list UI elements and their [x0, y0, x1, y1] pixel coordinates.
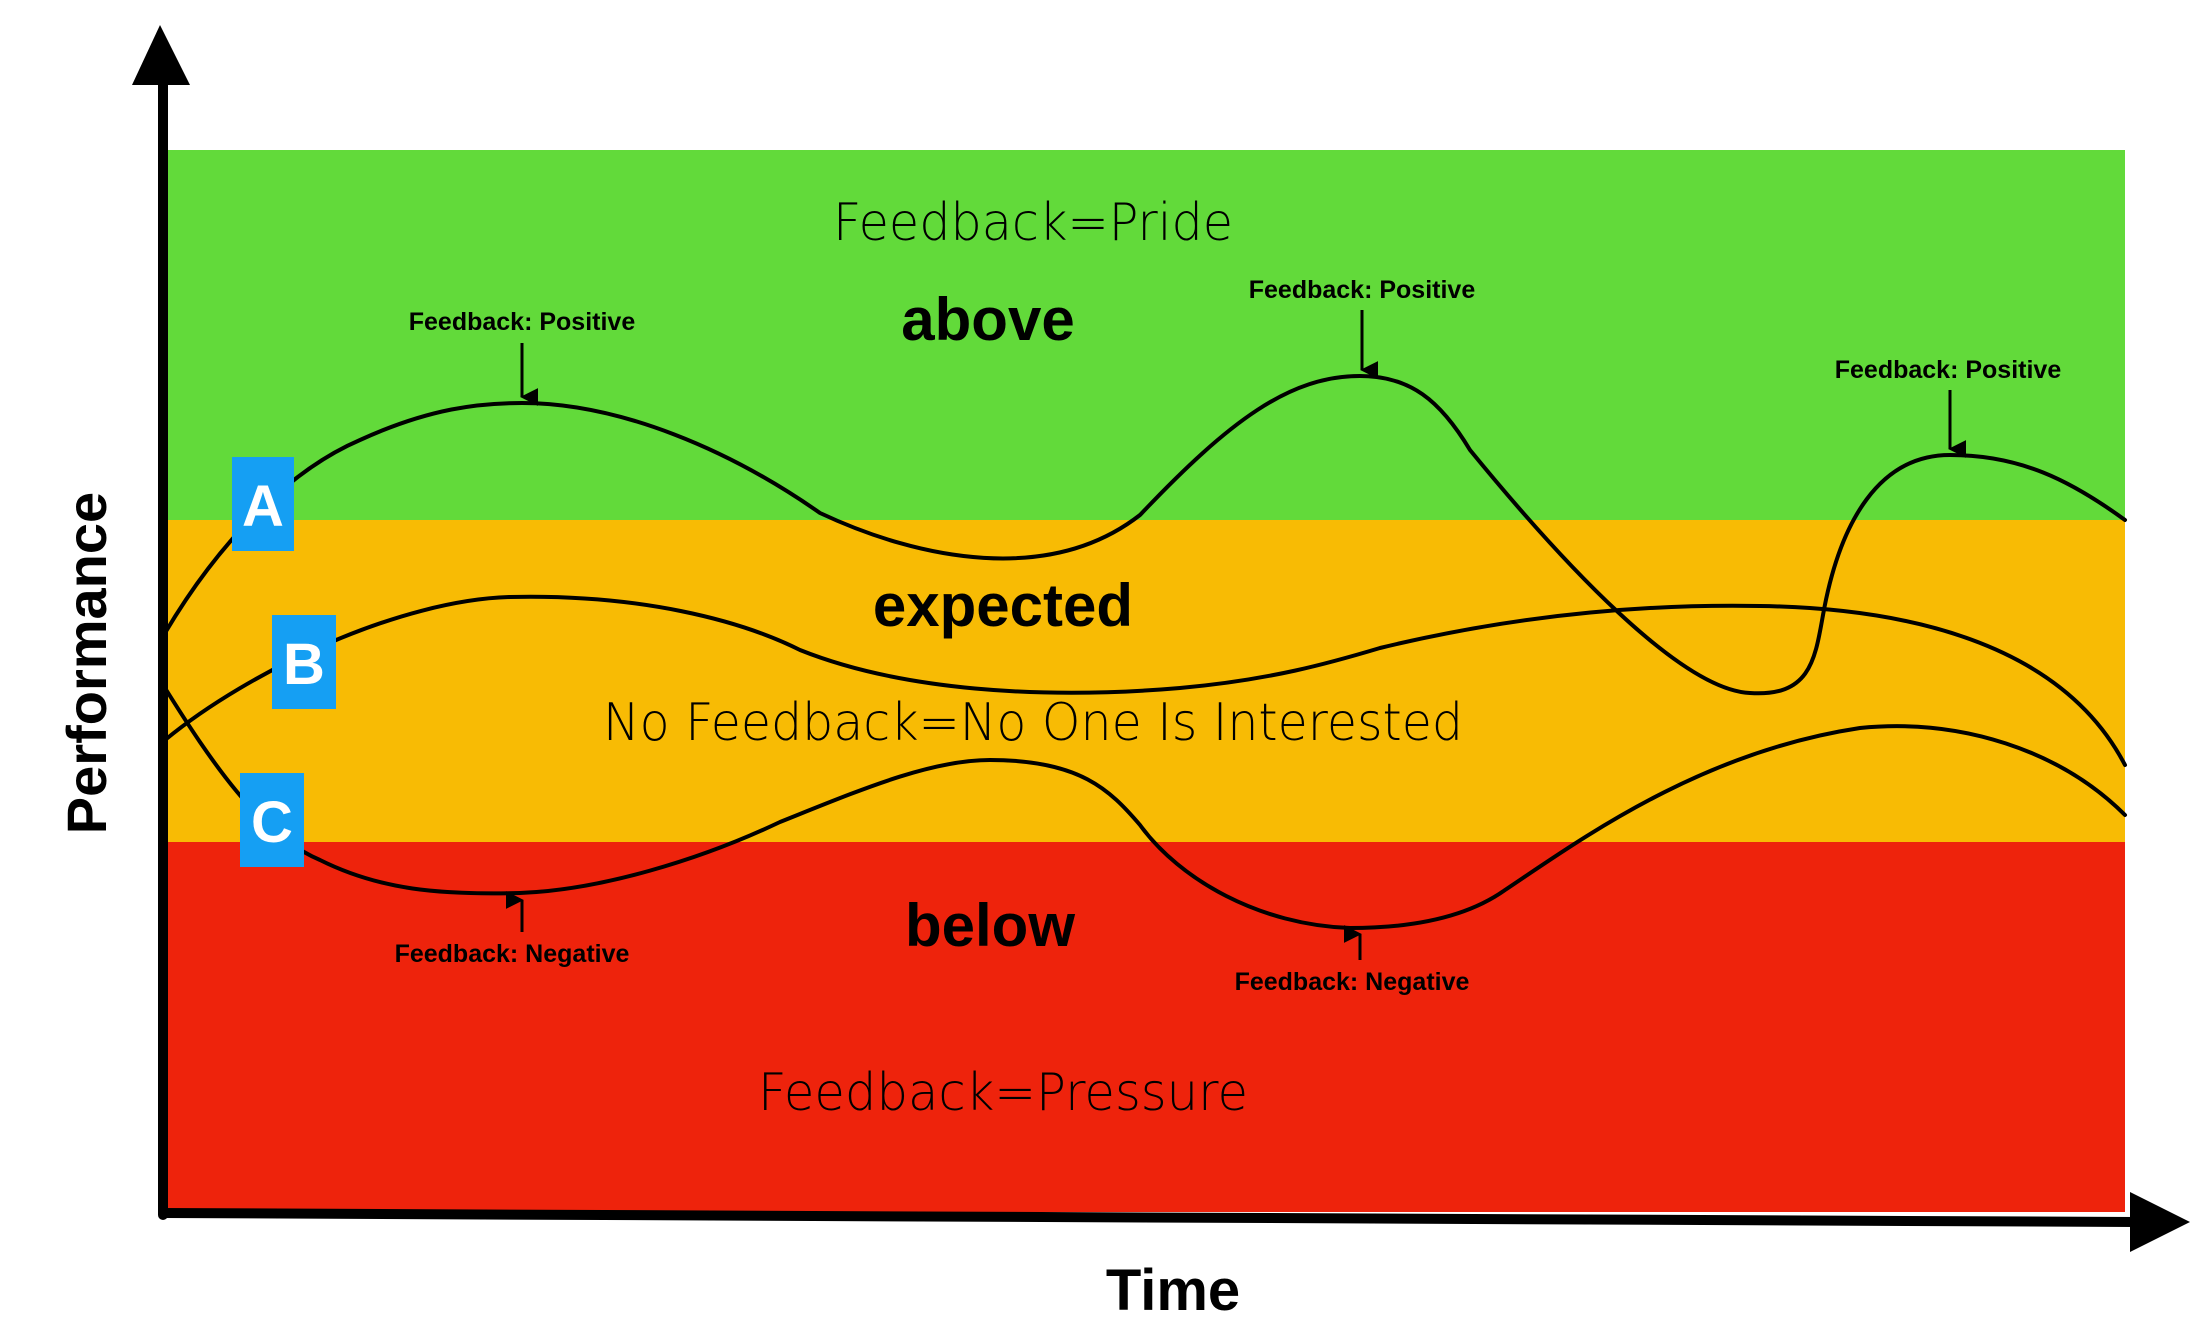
- curve-c-badge: C: [240, 773, 304, 867]
- y-axis-arrowhead: [132, 25, 190, 85]
- x-axis-line: [158, 1208, 2140, 1227]
- zone-expected-band: [165, 520, 2125, 842]
- curve-a-badge: A: [232, 457, 294, 551]
- x-axis-label: Time: [1106, 1258, 1240, 1323]
- zone-below-band: [165, 842, 2125, 1212]
- zone-above-caption: Feedback=Pride: [833, 193, 1233, 253]
- x-axis-arrowhead: [2130, 1192, 2190, 1252]
- zone-expected-title: expected: [873, 572, 1133, 639]
- zone-expected-caption: No Feedback=No One Is Interested: [603, 693, 1463, 753]
- zone-below-caption: Feedback=Pressure: [758, 1063, 1248, 1123]
- zone-above-title: above: [901, 286, 1074, 353]
- curve-c-badge-label: C: [251, 790, 293, 855]
- zone-below-title: below: [905, 892, 1075, 959]
- c-trough-2-note: Feedback: Negative: [1235, 968, 1470, 996]
- a-peak-2-note: Feedback: Positive: [1249, 276, 1476, 304]
- curve-a-badge-label: A: [242, 474, 284, 539]
- c-trough-1-note: Feedback: Negative: [395, 940, 630, 968]
- curve-a: [163, 374, 2127, 696]
- curve-b: [163, 594, 2127, 767]
- zone-above-band: [165, 150, 2125, 520]
- curve-c: [163, 686, 2127, 930]
- a-peak-1-note: Feedback: Positive: [409, 308, 636, 336]
- curve-b-badge: B: [272, 615, 336, 709]
- y-axis-label: Performance: [55, 492, 118, 834]
- curve-b-badge-label: B: [283, 632, 325, 697]
- a-peak-3-note: Feedback: Positive: [1835, 356, 2062, 384]
